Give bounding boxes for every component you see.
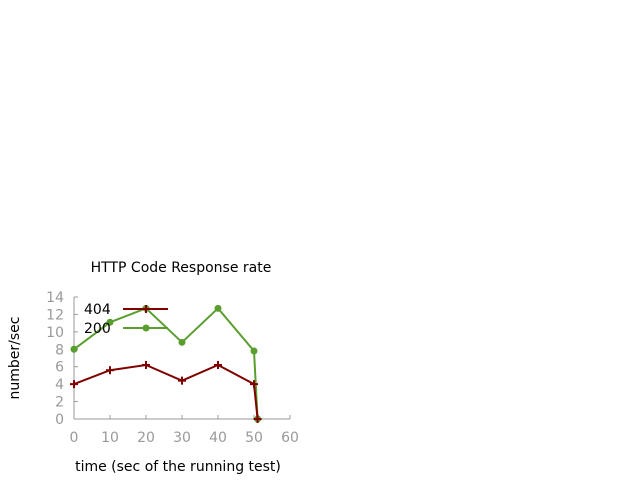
x-tick-label: 50 bbox=[245, 430, 263, 446]
y-tick-label: 14 bbox=[46, 290, 64, 306]
series-200 bbox=[70, 304, 262, 423]
data-point bbox=[106, 318, 114, 326]
x-tick-label: 0 bbox=[70, 430, 79, 446]
data-point bbox=[106, 366, 114, 375]
data-point bbox=[70, 345, 78, 353]
data-point bbox=[214, 360, 222, 369]
y-tick-label: 8 bbox=[55, 342, 64, 358]
chart-title: HTTP Code Response rate bbox=[91, 260, 272, 276]
data-point bbox=[142, 360, 150, 369]
data-point bbox=[70, 380, 78, 389]
y-tick-label: 6 bbox=[55, 360, 64, 376]
series-group bbox=[70, 304, 262, 423]
legend-item-404: 404 bbox=[84, 302, 168, 318]
data-point bbox=[250, 380, 258, 389]
y-tick-label: 10 bbox=[46, 325, 64, 341]
data-point bbox=[178, 376, 186, 385]
legend-marker bbox=[142, 324, 150, 332]
legend-label: 200 bbox=[84, 321, 111, 337]
x-axis-label: time (sec of the running test) bbox=[75, 459, 281, 475]
y-tick-label: 0 bbox=[55, 412, 64, 428]
x-tick-label: 20 bbox=[137, 430, 155, 446]
data-point bbox=[178, 338, 186, 346]
legend-label: 404 bbox=[84, 302, 111, 318]
y-tick-label: 4 bbox=[55, 377, 64, 393]
x-tick-label: 60 bbox=[281, 430, 299, 446]
data-point bbox=[214, 304, 222, 312]
y-tick-label: 12 bbox=[46, 307, 64, 323]
y-axis-label: number/sec bbox=[7, 317, 23, 400]
legend-item-200: 200 bbox=[84, 321, 168, 337]
x-tick-label: 30 bbox=[173, 430, 191, 446]
legend-marker bbox=[142, 305, 150, 313]
data-point bbox=[253, 415, 262, 423]
x-tick-label: 40 bbox=[209, 430, 227, 446]
y-tick-label: 2 bbox=[55, 395, 64, 411]
data-point bbox=[250, 347, 258, 355]
series-404 bbox=[70, 360, 262, 423]
x-tick-label: 10 bbox=[101, 430, 119, 446]
